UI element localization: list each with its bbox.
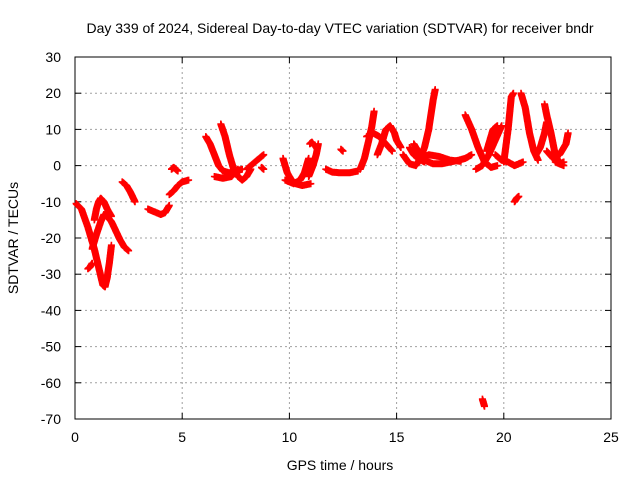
- satellite-arc: [322, 165, 362, 177]
- plus-markers: [281, 154, 313, 188]
- y-axis-label: SDTVAR / TECUs: [5, 182, 21, 294]
- plus-markers: [243, 151, 268, 173]
- satellite-arc: [305, 140, 322, 180]
- plus-markers: [543, 129, 572, 162]
- plus-markers: [511, 192, 523, 206]
- satellite-arc: [416, 151, 465, 165]
- satellite-arc: [168, 163, 182, 175]
- y-tick-label: -40: [41, 302, 61, 318]
- plus-markers: [84, 259, 96, 273]
- x-tick-label: 20: [496, 429, 512, 445]
- satellite-arc: [483, 122, 501, 155]
- plus-markers: [144, 201, 173, 218]
- y-tick-label: -30: [41, 266, 61, 282]
- chart-title: Day 339 of 2024, Sidereal Day-to-day VTE…: [86, 20, 593, 36]
- y-tick-label: 10: [45, 121, 61, 137]
- plus-markers: [551, 158, 568, 168]
- plus-markers: [416, 151, 465, 165]
- y-tick-label: 0: [53, 158, 61, 174]
- data-points: [72, 86, 572, 410]
- x-tick-label: 5: [178, 429, 186, 445]
- plus-markers: [88, 211, 133, 255]
- y-tick-label: -70: [41, 411, 61, 427]
- y-tick-label: -10: [41, 194, 61, 210]
- satellite-arc: [258, 163, 268, 173]
- x-tick-label: 10: [282, 429, 298, 445]
- satellite-arc: [511, 192, 523, 206]
- y-tick-label: 30: [45, 49, 61, 65]
- y-tick-label: -50: [41, 339, 61, 355]
- plus-markers: [258, 163, 268, 173]
- plus-markers: [472, 122, 506, 173]
- satellite-arc: [243, 151, 268, 173]
- satellite-arc: [84, 259, 96, 273]
- plus-markers: [373, 122, 405, 159]
- x-tick-label: 15: [389, 429, 405, 445]
- plus-markers: [356, 107, 378, 173]
- satellite-arc: [337, 145, 347, 155]
- x-axis-label: GPS time / hours: [287, 457, 394, 473]
- satellite-arc: [551, 158, 568, 168]
- plus-markers: [210, 165, 242, 182]
- plus-markers: [305, 140, 322, 180]
- satellite-arc: [306, 138, 318, 150]
- plus-markers: [483, 122, 501, 155]
- satellite-arc: [543, 129, 572, 162]
- plus-markers: [90, 194, 115, 224]
- x-tick-label: 0: [71, 429, 79, 445]
- plus-markers: [478, 395, 488, 410]
- plus-markers: [500, 89, 517, 166]
- y-tick-label: -60: [41, 375, 61, 391]
- satellite-arc: [210, 165, 242, 182]
- satellite-arc: [500, 89, 517, 166]
- axis-ticks: 0 5 10 15 20 25 -70 -60 -50 -40 -30 -20 -10 0 10 20 30: [41, 49, 619, 445]
- y-tick-label: -20: [41, 230, 61, 246]
- satellite-arc: [144, 201, 173, 218]
- satellite-arc: [88, 211, 133, 255]
- x-tick-label: 25: [603, 429, 619, 445]
- satellite-arc: [478, 395, 488, 410]
- plus-markers: [306, 138, 318, 150]
- plus-markers: [322, 165, 362, 177]
- y-tick-label: 20: [45, 85, 61, 101]
- satellite-arc: [90, 194, 115, 224]
- satellite-arc: [472, 122, 506, 173]
- satellite-arc: [373, 122, 405, 159]
- satellite-arc: [118, 178, 139, 206]
- plus-markers: [337, 145, 347, 155]
- grid-lines: [75, 57, 611, 419]
- plus-markers: [165, 176, 193, 199]
- satellite-arc: [356, 107, 378, 173]
- satellite-arc: [281, 154, 313, 188]
- satellite-arc: [165, 176, 193, 199]
- plus-markers: [168, 163, 182, 175]
- plus-markers: [118, 178, 139, 206]
